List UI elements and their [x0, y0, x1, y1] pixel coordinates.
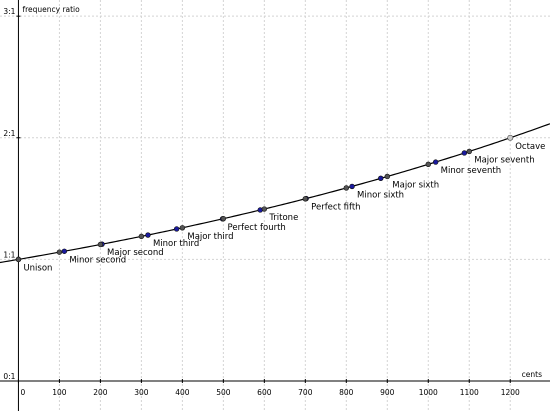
data-point-s1-10 — [425, 161, 431, 168]
interval-label: Unison — [23, 263, 52, 273]
data-point-s1-3 — [138, 233, 145, 240]
data-point-s1-7 — [302, 196, 309, 202]
data-point-s1-11 — [466, 148, 472, 155]
data-point-s1-1 — [56, 249, 63, 255]
data-point-s0-4 — [173, 226, 180, 232]
interval-label: Major third — [187, 232, 233, 242]
data-point-s0-3 — [145, 232, 151, 238]
data-point-s1-12 — [507, 134, 514, 141]
interval-label: Major second — [107, 248, 164, 258]
data-point-s1-5 — [220, 215, 227, 222]
x-tick-label: 600 — [257, 388, 272, 397]
x-tick-label: 0 — [20, 388, 25, 397]
interval-label: Minor seventh — [441, 166, 502, 176]
data-point-s0-9 — [378, 175, 384, 182]
data-point-s0-11 — [461, 150, 468, 156]
y-tick-label: 2:1 — [3, 129, 15, 138]
data-point-s1-0 — [15, 256, 22, 263]
x-tick-label: 300 — [134, 388, 149, 397]
interval-label: Perfect fourth — [228, 223, 286, 233]
interval-label: Minor second — [69, 255, 126, 265]
interval-label: Minor third — [153, 239, 199, 249]
ticks: 0 100 200 300 400 500 600 700 800 900 1000 1100 1200… — [3, 7, 520, 397]
x-axis-label: cents — [522, 370, 542, 379]
data-point-s1-8 — [343, 185, 350, 191]
data-point-s0-10 — [432, 159, 439, 165]
x-tick-label: 900 — [380, 388, 395, 397]
interval-points — [15, 134, 514, 263]
interval-label: Minor sixth — [357, 190, 404, 200]
x-tick-label: 100 — [52, 388, 67, 397]
interval-label: Major sixth — [392, 180, 439, 190]
y-axis-label: frequency ratio — [22, 5, 80, 14]
x-tick-label: 1000 — [419, 388, 438, 397]
data-point-s1-2 — [97, 241, 104, 248]
x-tick-label: 400 — [175, 388, 190, 397]
data-point-s1-4 — [179, 225, 186, 231]
x-tick-label: 500 — [216, 388, 231, 397]
x-tick-label: 200 — [93, 388, 108, 397]
y-tick-label: 3:1 — [3, 7, 15, 16]
y-tick-label: 1:1 — [3, 250, 15, 259]
interval-label: Tritone — [268, 213, 298, 223]
x-tick-label: 800 — [339, 388, 354, 397]
data-point-s1-6 — [261, 206, 268, 212]
data-point-s0-1 — [61, 248, 68, 254]
interval-label: Major seventh — [474, 155, 534, 165]
data-point-s0-8 — [349, 183, 355, 190]
interval-label: Octave — [515, 142, 545, 152]
x-tick-label: 1200 — [501, 388, 520, 397]
y-tick-label: 0:1 — [3, 372, 15, 381]
interval-label: Perfect fifth — [311, 203, 360, 213]
x-tick-label: 700 — [298, 388, 313, 397]
data-point-s1-9 — [384, 173, 390, 180]
x-tick-label: 1100 — [460, 388, 479, 397]
frequency-curve — [0, 123, 550, 264]
